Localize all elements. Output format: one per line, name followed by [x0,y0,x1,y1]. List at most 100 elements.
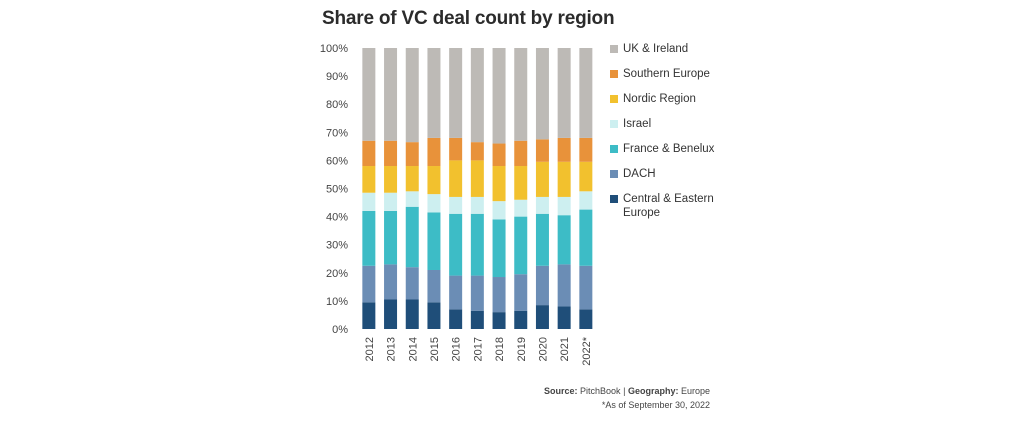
footnote: *As of September 30, 2022 [601,400,710,410]
y-tick-label: 40% [326,212,348,224]
legend-label: Central & Eastern Europe [623,193,714,219]
bar-segment [405,267,419,300]
bar-segment [492,143,506,167]
source-label: Source: [544,386,578,396]
bar-segment [557,137,571,162]
bar-segment [470,213,484,276]
bar-segment [535,305,549,329]
legend-swatch [610,95,618,103]
bar-segment [579,191,593,210]
y-tick-label: 70% [326,127,348,139]
bar-segment [514,310,528,329]
bar-segment [427,166,441,195]
bar-segment [535,48,549,140]
bar-segment [362,140,376,167]
bar-segment [557,215,571,265]
legend-item-central-eastern-europe: Central & Eastern Europe [610,192,733,220]
bar-segment [557,306,571,329]
x-tick-label: 2014 [407,337,419,361]
legend-label: Israel [623,118,652,130]
x-tick-label: 2012 [364,337,376,361]
bar-segment [535,139,549,162]
bar-segment [449,137,463,161]
bar-segment [405,142,419,167]
bar-segment [449,196,463,214]
source-separator: | [623,386,626,396]
bar-segment [535,265,549,306]
bar-segment [514,216,528,275]
legend-swatch [610,70,618,78]
bar-segment [427,269,441,303]
bar-segment [514,166,528,200]
bar-segment [384,48,398,141]
bar-segment [492,48,506,144]
legend-label: Southern Europe [623,68,710,80]
y-tick-label: 60% [326,155,348,167]
y-tick-label: 50% [326,184,348,196]
legend-item-israel: Israel [610,117,733,131]
y-tick-label: 20% [326,268,348,280]
legend-swatch [610,195,618,203]
bar-segment [470,310,484,329]
y-tick-label: 0% [332,324,348,336]
bar-segment [557,161,571,197]
bar-segment [384,264,398,300]
bar-segment [427,48,441,138]
legend-label: UK & Ireland [623,43,689,55]
geography-value: Europe [680,386,710,396]
legend-item-southern-europe: Southern Europe [610,67,733,81]
bar-segment [492,166,506,202]
legend-item-nordic-region: Nordic Region [610,92,733,106]
bar-segment [557,48,571,138]
bar-segment [557,264,571,307]
bar-segment [470,48,484,143]
y-tick-label: 10% [326,296,348,308]
bar-segment [579,309,593,329]
legend-swatch [610,170,618,178]
source-value: PitchBook [580,386,621,396]
bar-segment [405,48,419,143]
x-tick-label: 2020 [537,337,549,361]
x-tick-label: 2019 [516,337,528,361]
bar-segment [514,199,528,217]
bar-segment [492,201,506,220]
bar-segment [384,166,398,193]
bar-segment [449,275,463,310]
x-tick-label: 2021 [559,337,571,361]
legend-item-dach: DACH [610,167,733,181]
bar-segment [449,48,463,138]
bar-segment [514,140,528,167]
bar-segment [557,196,571,216]
legend-swatch [610,145,618,153]
bar-segment [535,161,549,197]
x-tick-label: 2017 [472,337,484,361]
bar-segment [492,312,506,329]
bar-segment [535,213,549,266]
source-line: Source: PitchBook | Geography: Europe [470,386,710,396]
bar-segment [405,166,419,192]
bar-segment [427,194,441,213]
y-tick-label: 30% [326,240,348,252]
bar-segment [362,192,376,211]
bar-segment [579,48,593,138]
bar-segment [427,302,441,329]
bar-segment [362,166,376,193]
bar-segment [579,137,593,162]
bar-segment [579,161,593,192]
y-tick-label: 90% [326,71,348,83]
bar-segment [384,299,398,329]
bar-segment [362,302,376,329]
bar-segment [384,192,398,211]
bar-segment [384,140,398,167]
legend-label: DACH [623,168,656,180]
x-tick-label: 2013 [386,337,398,361]
legend-item-france-benelux: France & Benelux [610,142,733,156]
bar-segment [405,299,419,329]
bar-segment [514,274,528,311]
bar-segment [492,219,506,278]
bar-segment [579,209,593,266]
x-tick-label: 2015 [429,337,441,361]
bar-segment [579,265,593,310]
bar-segment [427,137,441,167]
